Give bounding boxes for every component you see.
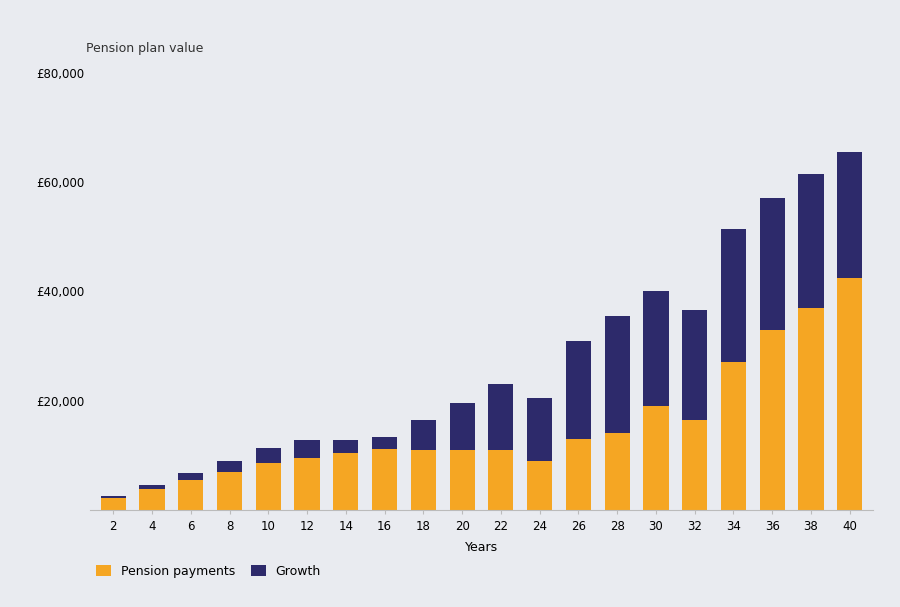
Bar: [566, 439, 591, 510]
Bar: [527, 398, 553, 461]
Bar: [760, 198, 785, 330]
Bar: [178, 473, 203, 480]
Bar: [217, 461, 242, 472]
Bar: [256, 448, 281, 464]
Bar: [644, 291, 669, 406]
Bar: [644, 406, 669, 510]
Bar: [333, 440, 358, 453]
Bar: [837, 152, 862, 278]
Bar: [489, 450, 514, 510]
Bar: [101, 498, 126, 510]
X-axis label: Years: Years: [465, 541, 498, 554]
Legend: Pension payments, Growth: Pension payments, Growth: [96, 565, 320, 578]
Bar: [605, 433, 630, 510]
Bar: [605, 316, 630, 433]
Bar: [256, 464, 281, 510]
Bar: [217, 472, 242, 510]
Bar: [682, 420, 707, 510]
Text: Pension plan value: Pension plan value: [86, 42, 202, 55]
Bar: [372, 436, 397, 449]
Bar: [294, 458, 320, 510]
Bar: [489, 384, 514, 450]
Bar: [721, 228, 746, 362]
Bar: [140, 489, 165, 510]
Bar: [760, 330, 785, 510]
Bar: [798, 174, 824, 308]
Bar: [294, 441, 320, 458]
Bar: [682, 311, 707, 420]
Bar: [721, 362, 746, 510]
Bar: [410, 420, 436, 450]
Bar: [333, 453, 358, 510]
Bar: [140, 486, 165, 489]
Bar: [372, 449, 397, 510]
Bar: [837, 278, 862, 510]
Bar: [449, 403, 474, 450]
Bar: [566, 341, 591, 439]
Bar: [410, 450, 436, 510]
Bar: [527, 461, 553, 510]
Bar: [178, 480, 203, 510]
Bar: [101, 496, 126, 498]
Bar: [798, 308, 824, 510]
Bar: [449, 450, 474, 510]
